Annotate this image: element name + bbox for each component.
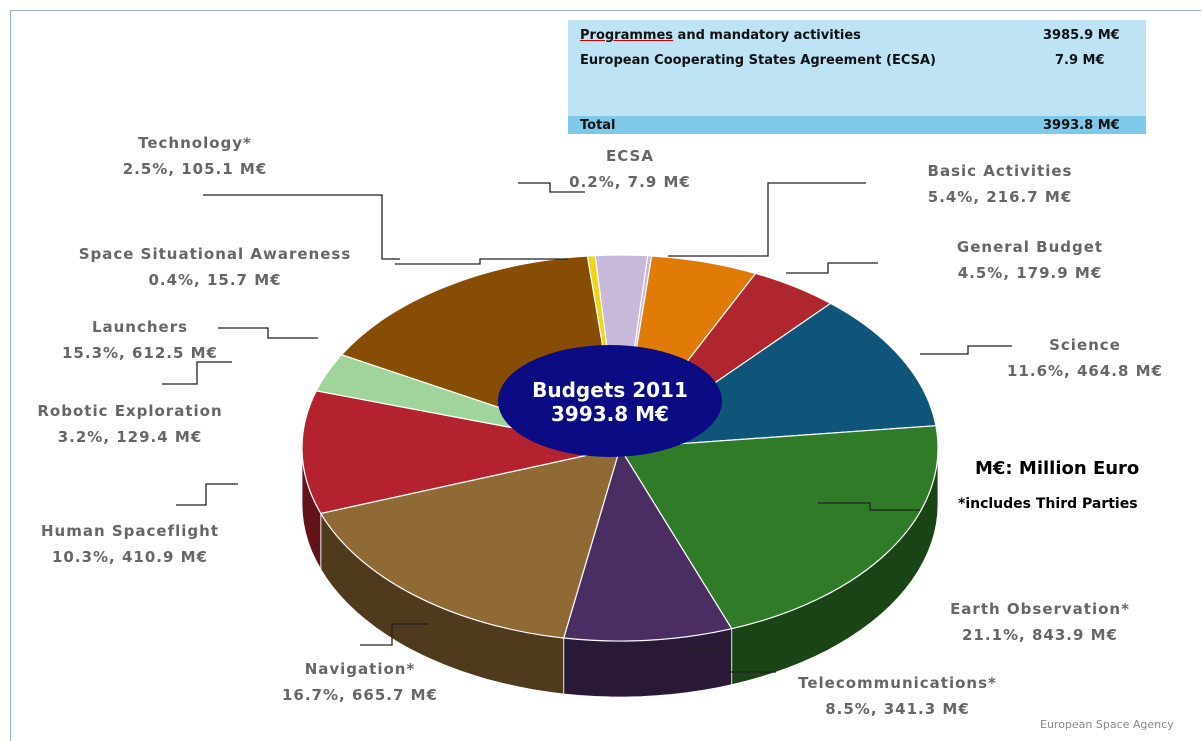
pie-slice-human-spaceflight: [301, 390, 621, 515]
leader-line: [162, 361, 232, 385]
summary-row-label-b: and mandatory activities: [673, 28, 861, 43]
slice-value: 4.5%, 179.9 M€: [957, 264, 1103, 282]
label-technology: Technology* 2.5%, 105.1 M€: [95, 130, 295, 182]
credit: European Space Agency: [1040, 718, 1174, 731]
summary-row-label: European Cooperating States Agreement (E…: [580, 53, 937, 68]
label-telecommunications: Telecommunications* 8.5%, 341.3 M€: [770, 670, 1025, 722]
slice-value: 8.5%, 341.3 M€: [825, 700, 970, 718]
slice-value: 2.5%, 105.1 M€: [122, 160, 268, 178]
label-general-budget: General Budget 4.5%, 179.9 M€: [930, 234, 1130, 286]
chart-frame: [10, 10, 1201, 741]
slice-name: Launchers: [91, 318, 189, 336]
leader-line: [395, 258, 568, 265]
slice-value: 11.6%, 464.8 M€: [1007, 362, 1163, 380]
leader-line: [360, 623, 428, 646]
pie-top: [301, 254, 939, 642]
slice-name: Navigation*: [304, 660, 416, 678]
slice-name: Basic Activities: [927, 162, 1073, 180]
label-human-spaceflight: Human Spaceflight 10.3%, 410.9 M€: [15, 518, 245, 570]
slice-name: ECSA: [606, 147, 654, 165]
label-robotic-exploration: Robotic Exploration 3.2%, 129.4 M€: [15, 398, 245, 450]
chart-total: 3993.8 M€: [551, 402, 669, 426]
slice-value: 21.1%, 843.9 M€: [962, 626, 1118, 644]
slice-value: 5.4%, 216.7 M€: [927, 188, 1073, 206]
slice-name: Earth Observation*: [950, 600, 1130, 618]
summary-total-label: Total: [580, 118, 616, 133]
slice-value: 3.2%, 129.4 M€: [57, 428, 203, 446]
leader-line: [818, 502, 920, 511]
summary-upper-band: [568, 20, 1146, 116]
slice-value: 16.7%, 665.7 M€: [282, 686, 438, 704]
summary-row-value: 3985.9 M€: [1043, 28, 1120, 43]
label-basic-activities: Basic Activities 5.4%, 216.7 M€: [895, 158, 1105, 210]
leader-line: [920, 345, 1012, 355]
slice-name: General Budget: [956, 238, 1104, 256]
slice-name: Space Situational Awareness: [78, 245, 352, 263]
label-ecsa: ECSA 0.2%, 7.9 M€: [560, 143, 700, 195]
label-science: Science 11.6%, 464.8 M€: [990, 332, 1180, 384]
leader-line: [518, 182, 585, 193]
chart-title: Budgets 2011: [532, 378, 688, 402]
slice-name: Science: [1049, 336, 1121, 354]
pie-slice-navigation: [319, 447, 621, 639]
slice-value: 10.3%, 410.9 M€: [52, 548, 208, 566]
summary-row-value: 7.9 M€: [1055, 53, 1105, 68]
unit-note: M€: Million Euro: [975, 458, 1140, 479]
summary-total-value: 3993.8 M€: [1043, 118, 1120, 133]
label-earth-observation: Earth Observation* 21.1%, 843.9 M€: [925, 596, 1155, 648]
leader-lines: [162, 182, 1012, 673]
slice-value: 0.2%, 7.9 M€: [569, 173, 691, 191]
leader-line: [176, 483, 238, 506]
slice-name: Robotic Exploration: [37, 402, 223, 420]
slice-value: 15.3%, 612.5 M€: [62, 344, 218, 362]
leader-line: [688, 650, 776, 673]
leader-line: [218, 327, 318, 339]
slice-name: Telecommunications*: [798, 674, 997, 692]
label-space-situational-awareness: Space Situational Awareness 0.4%, 15.7 M…: [55, 241, 375, 293]
leader-line: [786, 262, 878, 274]
footnote: *includes Third Parties: [958, 496, 1138, 512]
budget-summary-table: Programmes and mandatory activities 3985…: [568, 20, 1146, 134]
slice-value: 0.4%, 15.7 M€: [148, 271, 282, 289]
leader-line: [203, 194, 400, 260]
pie-slice-telecommunications: [562, 446, 733, 642]
leader-line: [668, 182, 866, 257]
slice-name: Human Spaceflight: [40, 522, 219, 540]
chart-center-title: Budgets 2011 3993.8 M€: [500, 378, 720, 426]
label-launchers: Launchers 15.3%, 612.5 M€: [40, 314, 240, 366]
slice-name: Technology*: [138, 134, 252, 152]
center-badge: [498, 345, 722, 457]
summary-row-label-a: Programmes: [580, 28, 674, 43]
label-navigation: Navigation* 16.7%, 665.7 M€: [260, 656, 460, 708]
pie-slice-earth-observation: [618, 425, 939, 630]
summary-total-band: [568, 116, 1146, 134]
